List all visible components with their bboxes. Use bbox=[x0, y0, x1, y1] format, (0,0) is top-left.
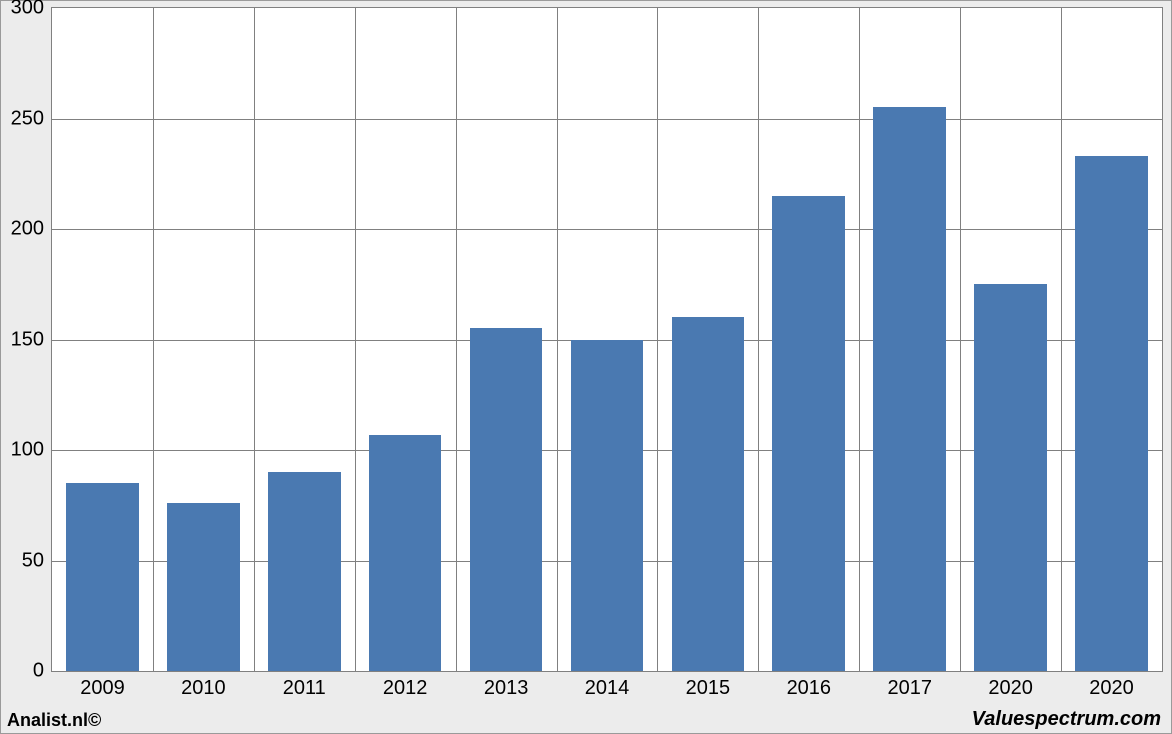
x-axis-label: 2020 bbox=[1089, 671, 1134, 700]
gridline-vertical bbox=[153, 8, 154, 671]
bar bbox=[268, 472, 341, 671]
y-axis-label: 0 bbox=[33, 660, 52, 683]
bar bbox=[66, 483, 139, 671]
y-axis-label: 50 bbox=[22, 549, 52, 572]
gridline-vertical bbox=[355, 8, 356, 671]
gridline-horizontal bbox=[52, 119, 1162, 120]
footer-left-text: Analist.nl© bbox=[7, 710, 101, 731]
y-axis-label: 200 bbox=[11, 218, 52, 241]
y-axis-label: 250 bbox=[11, 107, 52, 130]
y-axis-label: 100 bbox=[11, 439, 52, 462]
footer-right-text: Valuespectrum.com bbox=[972, 708, 1161, 731]
gridline-vertical bbox=[456, 8, 457, 671]
bar bbox=[1075, 156, 1148, 671]
y-axis-label: 300 bbox=[11, 0, 52, 20]
bar bbox=[873, 107, 946, 671]
x-axis-label: 2012 bbox=[383, 671, 428, 700]
plot-area: 0501001502002503002009201020112012201320… bbox=[51, 7, 1163, 672]
gridline-horizontal bbox=[52, 229, 1162, 230]
y-axis-label: 150 bbox=[11, 328, 52, 351]
x-axis-label: 2020 bbox=[988, 671, 1033, 700]
x-axis-label: 2011 bbox=[283, 671, 326, 700]
bar bbox=[571, 340, 644, 672]
x-axis-label: 2016 bbox=[787, 671, 832, 700]
x-axis-label: 2013 bbox=[484, 671, 529, 700]
x-axis-label: 2010 bbox=[181, 671, 226, 700]
x-axis-label: 2015 bbox=[686, 671, 731, 700]
gridline-vertical bbox=[960, 8, 961, 671]
bar bbox=[672, 317, 745, 671]
gridline-vertical bbox=[557, 8, 558, 671]
gridline-vertical bbox=[657, 8, 658, 671]
chart-container: 0 50 100 150 200 250 300 2009 2010 2011 2012 2013 20… bbox=[0, 0, 1172, 734]
gridline-vertical bbox=[758, 8, 759, 671]
bar bbox=[470, 328, 543, 671]
x-axis-label: 2009 bbox=[80, 671, 125, 700]
x-axis-label: 2014 bbox=[585, 671, 630, 700]
gridline-vertical bbox=[1061, 8, 1062, 671]
bar bbox=[167, 503, 240, 671]
bar bbox=[974, 284, 1047, 671]
bar bbox=[369, 435, 442, 671]
x-axis-label: 2017 bbox=[887, 671, 932, 700]
gridline-vertical bbox=[254, 8, 255, 671]
gridline-vertical bbox=[859, 8, 860, 671]
bar bbox=[772, 196, 845, 671]
